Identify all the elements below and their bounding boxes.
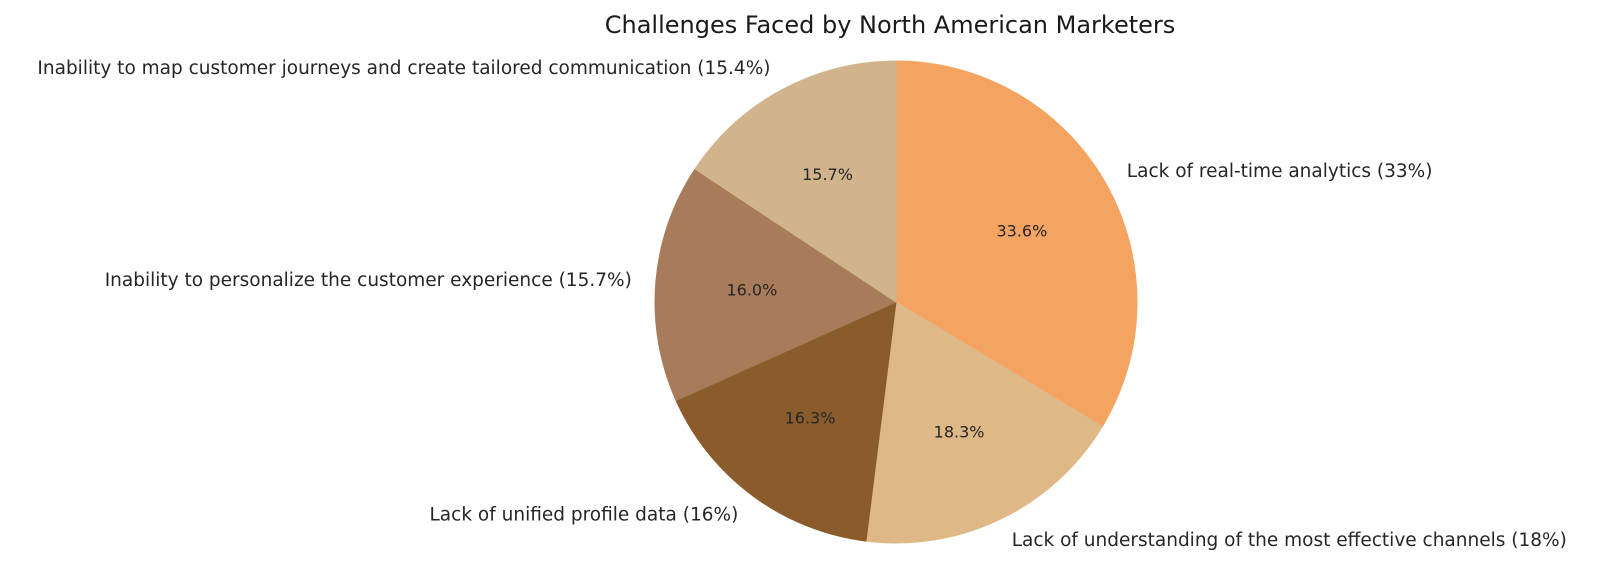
pie-category-label-1: Lack of real-time analytics (33%) [1127, 161, 1433, 182]
pie-slice-2 [865, 301, 1104, 544]
pie-slice-3 [675, 301, 897, 542]
pie-percent-label-4: 16.0% [726, 281, 777, 300]
pie-category-label-2: Lack of understanding of the most effect… [1012, 530, 1567, 551]
pie-percent-label-5: 15.7% [802, 165, 853, 184]
pie-percent-label-1: 33.6% [996, 221, 1047, 240]
pie-slices-group: 33.6% Lack of real-time analytics (33%) 18… [37, 58, 1566, 551]
pie-slice-4 [654, 168, 898, 402]
pie-percent-label-2: 18.3% [934, 423, 985, 442]
chart-title: Challenges Faced by North American Marke… [605, 11, 1176, 39]
pie-category-label-5: Inability to map customer journeys and c… [37, 58, 770, 79]
pie-slice-1 [895, 60, 1138, 428]
pie-percent-label-3: 16.3% [785, 409, 836, 428]
pie-category-label-3: Lack of unified profile data (16%) [430, 505, 739, 526]
pie-slice-5 [694, 60, 897, 303]
pie-category-label-4: Inability to personalize the customer ex… [105, 270, 632, 291]
